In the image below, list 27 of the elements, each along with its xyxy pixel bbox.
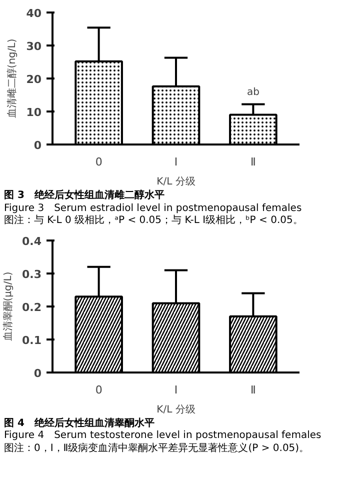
y-tick-label: 0 <box>34 366 42 380</box>
y-axis-title: 血清雌二醇(ng/L) <box>6 38 18 118</box>
text: 图 4 绝经后女性组血清睾酮水平 <box>4 418 154 430</box>
y-tick-label: 0.4 <box>22 234 42 248</box>
x-tick-label: Ⅱ <box>250 383 256 396</box>
y-tick-label: 0.1 <box>22 334 42 346</box>
x-axis-title: K/L 分级 <box>156 403 196 415</box>
text: 图 3 绝经后女性组血清雌二醇水平 <box>4 190 164 202</box>
y-tick-label: 0 <box>34 139 42 152</box>
text: 图注：与 K-L 0 级相比，ᵃP < 0.05；与 K-L Ⅰ级相比，ᵇP < 0.05。 <box>4 215 303 228</box>
text: 图注：0，Ⅰ，Ⅱ级病变血清中睾酮水平差异无显著性意义(P > 0.05)。 <box>4 442 310 455</box>
x-axis-title: K/L 分级 <box>156 176 196 188</box>
y-tick-label: 40 <box>26 7 42 20</box>
x-tick-label: 0 <box>95 383 102 396</box>
annotation: ab <box>246 87 260 98</box>
y-tick-label: 0.2 <box>22 300 42 314</box>
x-tick-label: 0 <box>95 156 102 168</box>
text: Figure 3 Serum estradiol level in postmenopausal females <box>4 202 302 214</box>
y-tick-label: 20 <box>26 73 42 86</box>
x-tick-label: Ⅰ <box>174 156 178 168</box>
text: Figure 4 Serum testosterone level in postmenopausal females <box>4 430 322 442</box>
y-axis-title: 血清睾酮(μg/L) <box>2 271 14 341</box>
x-tick-label: Ⅱ <box>250 156 256 168</box>
y-tick-label: 10 <box>26 106 42 119</box>
y-tick-label: 0.3 <box>22 268 42 280</box>
y-tick-label: 30 <box>26 40 42 53</box>
x-tick-label: Ⅰ <box>174 383 178 396</box>
